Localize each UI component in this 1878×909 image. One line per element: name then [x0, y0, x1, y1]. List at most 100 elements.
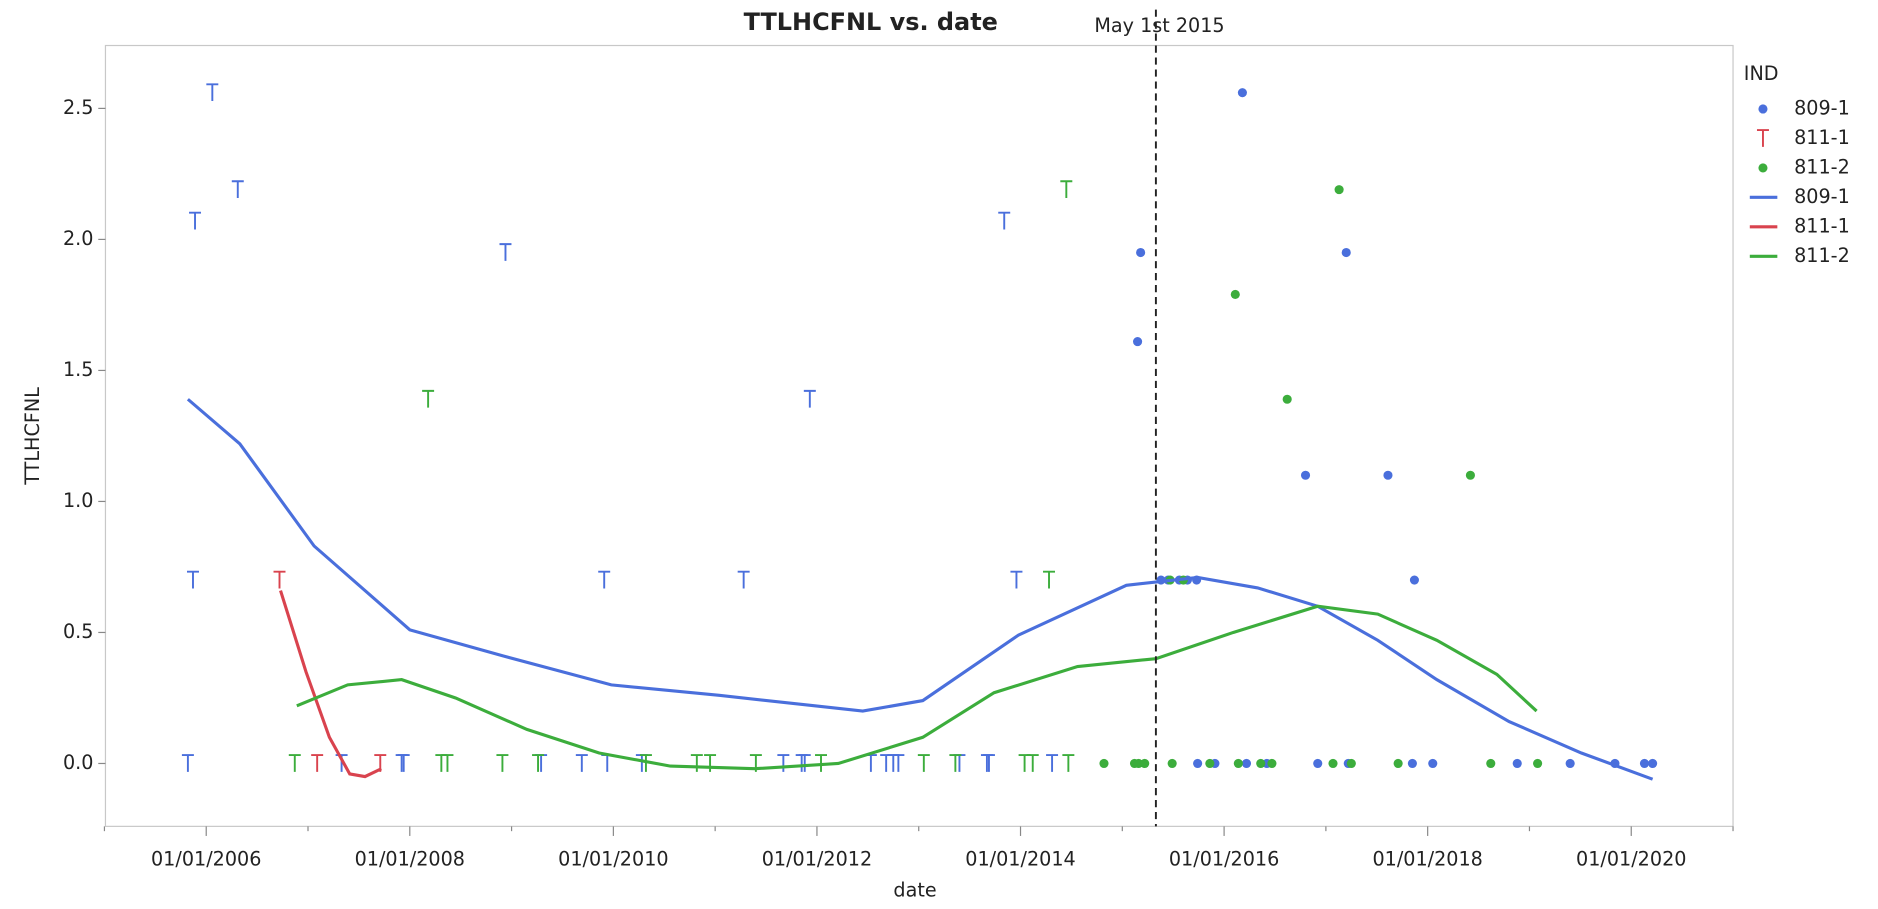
- point: [1648, 758, 1658, 769]
- smooth-line: [186, 398, 1654, 781]
- y-tick-label: 1.0: [63, 489, 93, 512]
- point: [1565, 758, 1575, 769]
- point: [1167, 758, 1177, 769]
- point: [1136, 247, 1146, 258]
- x-tick-label: 01/01/2020: [1576, 847, 1686, 870]
- legend-marker: [1758, 163, 1768, 173]
- point-t: [575, 754, 588, 772]
- point: [1346, 758, 1356, 769]
- point: [1267, 758, 1277, 769]
- legend-marker: [1756, 129, 1769, 147]
- y-tick-label: 0.0: [63, 751, 93, 774]
- legend-label: 811-1: [1794, 214, 1850, 237]
- point-t: [288, 754, 301, 772]
- point-t: [998, 211, 1011, 230]
- x-tick-label: 01/01/2008: [355, 847, 465, 870]
- point-t: [1010, 570, 1023, 589]
- x-tick-label: 01/01/2016: [1169, 847, 1279, 870]
- smooth-line: [279, 590, 382, 779]
- point-t: [1026, 754, 1039, 772]
- point: [1393, 758, 1403, 769]
- point-t: [598, 570, 611, 589]
- point-t: [982, 754, 995, 772]
- y-axis-label: TTLHCFNL: [21, 387, 44, 486]
- point-t: [397, 754, 410, 772]
- point: [1486, 758, 1496, 769]
- legend-label: 809-1: [1794, 185, 1850, 208]
- point-t: [690, 754, 703, 772]
- point-t: [496, 754, 509, 772]
- point-t: [639, 754, 652, 772]
- point: [1193, 758, 1203, 769]
- point-t: [273, 570, 286, 589]
- legend-marker: [1758, 104, 1768, 114]
- point-t: [206, 83, 219, 102]
- x-tick-label: 01/01/2010: [558, 847, 668, 870]
- point-t: [231, 180, 244, 199]
- legend-label: 809-1: [1794, 96, 1850, 119]
- point-t: [704, 754, 717, 772]
- x-axis-label: date: [893, 879, 936, 902]
- point: [1639, 758, 1650, 769]
- point-t: [777, 754, 790, 772]
- x-tick-label: 01/01/2006: [151, 847, 261, 870]
- point: [1241, 758, 1252, 769]
- point: [1256, 758, 1266, 769]
- point-t: [917, 754, 930, 772]
- y-tick-label: 0.5: [63, 620, 93, 643]
- point: [1205, 758, 1215, 769]
- point-t: [441, 754, 454, 772]
- point: [1407, 758, 1417, 769]
- point: [1099, 758, 1109, 769]
- point: [1383, 470, 1393, 480]
- y-tick-label: 2.5: [63, 96, 93, 119]
- point: [1341, 247, 1351, 258]
- point-t: [737, 570, 750, 589]
- point: [1233, 758, 1243, 769]
- point: [1328, 758, 1338, 769]
- x-tick-label: 01/01/2018: [1372, 847, 1482, 870]
- y-tick-label: 1.5: [63, 358, 93, 381]
- point-t: [803, 389, 816, 408]
- point-t: [1060, 180, 1073, 199]
- point-t: [499, 243, 512, 261]
- point: [1237, 88, 1247, 98]
- smooth-line: [296, 604, 1538, 771]
- point-t: [949, 754, 962, 772]
- chart-title: TTLHCFNL vs. date: [744, 8, 998, 36]
- legend-title: IND: [1744, 62, 1779, 85]
- legend-label: 811-1: [1794, 126, 1850, 149]
- point-t: [186, 570, 199, 589]
- x-tick-label: 01/01/2014: [965, 847, 1075, 870]
- point-t: [422, 389, 435, 408]
- point: [1230, 289, 1240, 299]
- point: [1282, 394, 1292, 404]
- annotation-label: May 1st 2015: [1094, 14, 1224, 37]
- point: [1313, 758, 1323, 769]
- point-t: [798, 754, 811, 772]
- legend-label: 811-2: [1794, 244, 1850, 267]
- point-t: [892, 754, 905, 772]
- x-tick-label: 01/01/2012: [762, 847, 872, 870]
- point: [1512, 758, 1522, 769]
- point-t: [1062, 754, 1075, 772]
- point-t: [181, 754, 194, 772]
- point: [1533, 758, 1543, 769]
- point: [1428, 758, 1438, 769]
- point: [1140, 758, 1150, 769]
- point-t: [1046, 754, 1059, 772]
- point-t: [189, 211, 202, 230]
- point-t: [311, 754, 324, 772]
- point-t: [1043, 570, 1056, 589]
- point: [1409, 575, 1419, 585]
- legend-label: 811-2: [1794, 155, 1850, 178]
- point-t: [532, 754, 545, 772]
- y-tick-label: 2.0: [63, 227, 93, 250]
- point: [1465, 470, 1475, 480]
- point: [1300, 470, 1311, 480]
- point: [1334, 185, 1344, 195]
- point: [1133, 337, 1143, 347]
